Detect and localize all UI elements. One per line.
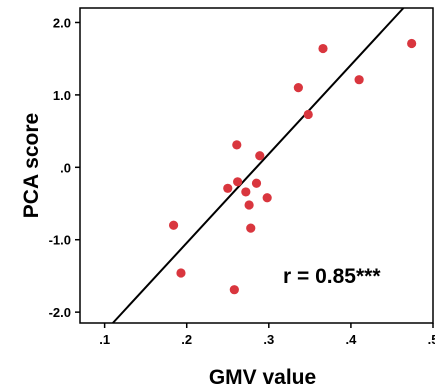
data-point bbox=[355, 75, 364, 84]
data-point bbox=[241, 187, 250, 196]
data-point bbox=[169, 221, 178, 230]
data-point bbox=[176, 268, 185, 277]
data-point bbox=[245, 200, 254, 209]
data-point bbox=[232, 140, 241, 149]
data-point bbox=[263, 193, 272, 202]
y-tick-label: 1.0 bbox=[53, 88, 71, 103]
y-tick-label: .0 bbox=[60, 160, 71, 175]
data-point bbox=[407, 39, 416, 48]
data-point bbox=[294, 83, 303, 92]
data-point bbox=[318, 44, 327, 53]
data-points bbox=[169, 39, 416, 294]
y-tick-label: -1.0 bbox=[49, 233, 71, 248]
x-axis: .1 .2 .3 .4 .5 bbox=[99, 323, 435, 347]
data-point bbox=[233, 177, 242, 186]
data-point bbox=[304, 110, 313, 119]
y-axis-title: PCA score bbox=[20, 113, 43, 218]
data-point bbox=[223, 184, 232, 193]
y-axis: -2.0 -1.0 .0 1.0 2.0 bbox=[49, 15, 80, 320]
data-point bbox=[252, 179, 261, 188]
x-tick-label: .3 bbox=[263, 332, 274, 347]
x-axis-title: GMV value bbox=[209, 366, 316, 389]
y-tick-label: 2.0 bbox=[53, 15, 71, 30]
data-point bbox=[230, 285, 239, 294]
correlation-annotation: r = 0.85*** bbox=[283, 265, 381, 288]
y-tick-label: -2.0 bbox=[49, 305, 71, 320]
data-point bbox=[246, 224, 255, 233]
x-tick-label: .1 bbox=[99, 332, 110, 347]
x-tick-label: .4 bbox=[345, 332, 357, 347]
x-tick-label: .5 bbox=[428, 332, 435, 347]
x-tick-label: .2 bbox=[181, 332, 192, 347]
data-point bbox=[255, 151, 264, 160]
